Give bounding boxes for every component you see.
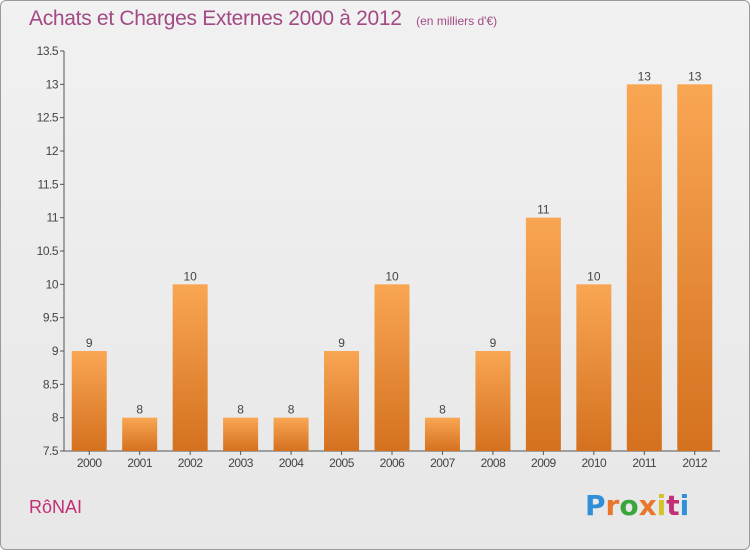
proxiti-logo: Proxiti bbox=[585, 489, 689, 522]
y-tick-label: 12 bbox=[46, 144, 59, 158]
commune-name: RôNAI bbox=[29, 497, 83, 517]
bar bbox=[122, 417, 158, 451]
bar bbox=[576, 284, 612, 451]
chart-title-block: Achats et Charges Externes 2000 à 2012 (… bbox=[29, 7, 497, 31]
chart-title: Achats et Charges Externes 2000 à 2012 bbox=[29, 7, 402, 30]
bar bbox=[677, 84, 713, 451]
y-tick-label: 8 bbox=[52, 411, 59, 425]
bar bbox=[71, 351, 107, 451]
brand-letter: i bbox=[679, 489, 690, 522]
bar bbox=[424, 417, 460, 451]
data-label: 10 bbox=[587, 269, 601, 283]
y-tick-label: 10 bbox=[46, 277, 59, 291]
x-tick-label: 2012 bbox=[682, 456, 708, 470]
data-label: 8 bbox=[136, 403, 143, 417]
data-label: 8 bbox=[237, 403, 244, 417]
brand-letter: i bbox=[656, 489, 667, 522]
data-label: 13 bbox=[638, 69, 652, 83]
y-tick-label: 9.5 bbox=[43, 311, 59, 325]
x-tick-label: 2008 bbox=[481, 456, 507, 470]
bar bbox=[626, 84, 662, 451]
data-label: 10 bbox=[183, 269, 197, 283]
data-label: 8 bbox=[288, 403, 295, 417]
data-label: 9 bbox=[86, 336, 93, 350]
brand-letter: r bbox=[605, 489, 620, 522]
y-tick-label: 8.5 bbox=[43, 377, 59, 391]
y-tick-label: 11 bbox=[47, 211, 59, 225]
x-tick-label: 2010 bbox=[581, 456, 607, 470]
x-tick-label: 2004 bbox=[279, 456, 305, 470]
y-tick-label: 13 bbox=[46, 77, 59, 91]
data-label: 9 bbox=[490, 336, 497, 350]
data-label: 8 bbox=[439, 403, 446, 417]
y-tick-label: 7.5 bbox=[43, 444, 59, 458]
bar bbox=[273, 417, 309, 451]
chart-unit: (en milliers d'€) bbox=[416, 14, 498, 28]
x-tick-label: 2011 bbox=[632, 456, 657, 470]
bar bbox=[172, 284, 208, 451]
y-tick-label: 9 bbox=[52, 344, 59, 358]
x-tick-label: 2009 bbox=[531, 456, 557, 470]
x-tick-label: 2005 bbox=[329, 456, 355, 470]
data-label: 11 bbox=[537, 203, 550, 217]
bar bbox=[374, 284, 410, 451]
bar bbox=[525, 217, 561, 451]
y-tick-label: 13.5 bbox=[37, 44, 59, 58]
x-tick-label: 2006 bbox=[380, 456, 406, 470]
data-label: 10 bbox=[385, 269, 399, 283]
bar bbox=[223, 417, 259, 451]
data-label: 9 bbox=[338, 336, 345, 350]
brand-letter: x bbox=[638, 489, 657, 522]
x-tick-label: 2000 bbox=[77, 456, 103, 470]
data-label: 13 bbox=[688, 69, 702, 83]
y-tick-label: 11.5 bbox=[38, 177, 59, 191]
x-tick-label: 2003 bbox=[228, 456, 254, 470]
bar bbox=[324, 351, 360, 451]
x-tick-label: 2002 bbox=[178, 456, 204, 470]
brand-letter: P bbox=[585, 489, 606, 522]
y-tick-label: 12.5 bbox=[37, 111, 59, 125]
x-tick-label: 2007 bbox=[430, 456, 456, 470]
y-tick-label: 10.5 bbox=[37, 244, 59, 258]
brand-letter: t bbox=[666, 489, 680, 522]
bar bbox=[475, 351, 511, 451]
x-tick-label: 2001 bbox=[127, 456, 153, 470]
brand-letter: o bbox=[619, 489, 639, 522]
